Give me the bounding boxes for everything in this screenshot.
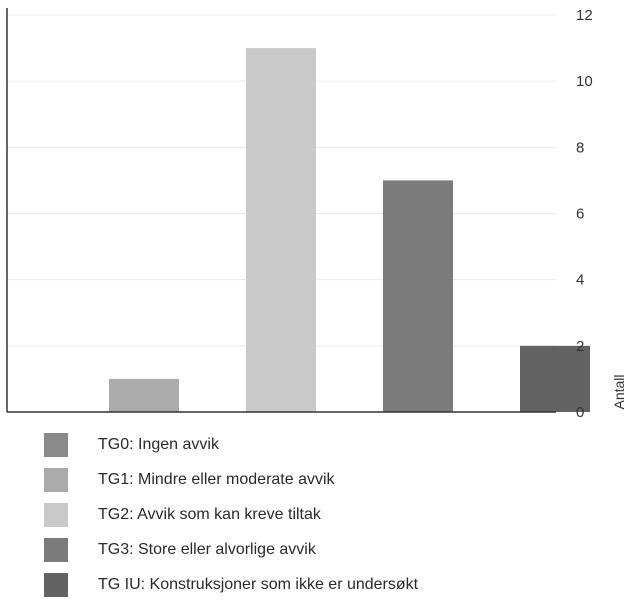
y-tick-label: 8 bbox=[576, 139, 584, 156]
legend-swatch bbox=[44, 468, 68, 492]
y-tick-labels: 0 2 4 6 8 10 12 bbox=[576, 7, 593, 421]
legend-label: TG2: Avvik som kan kreve tiltak bbox=[98, 506, 321, 523]
y-axis-title: Antall bbox=[611, 374, 627, 409]
legend-swatch bbox=[44, 573, 68, 597]
y-tick-label: 4 bbox=[576, 272, 584, 289]
y-tick-label: 0 bbox=[576, 404, 584, 421]
y-tick-label: 12 bbox=[576, 7, 593, 24]
y-tick-label: 10 bbox=[576, 73, 593, 90]
legend-label: TG IU: Konstruksjoner som ikke er unders… bbox=[98, 576, 419, 593]
legend-swatch bbox=[44, 503, 68, 527]
bar-chart: 0 2 4 6 8 10 12 Antall bbox=[6, 7, 627, 421]
y-tick-label: 6 bbox=[576, 206, 584, 223]
legend-item: TG IU: Konstruksjoner som ikke er unders… bbox=[44, 571, 604, 599]
bar-1 bbox=[109, 378, 179, 412]
legend-label: TG1: Mindre eller moderate avvik bbox=[98, 471, 335, 488]
legend-item: TG3: Store eller alvorlige avvik bbox=[44, 536, 604, 564]
legend-label: TG3: Store eller alvorlige avvik bbox=[98, 541, 316, 558]
bar-3 bbox=[383, 180, 453, 412]
legend-label: TG0: Ingen avvik bbox=[98, 436, 219, 453]
legend-swatch bbox=[44, 538, 68, 562]
legend: TG0: Ingen avvik TG1: Mindre eller modera… bbox=[44, 431, 604, 606]
legend-item: TG1: Mindre eller moderate avvik bbox=[44, 466, 604, 494]
legend-item: TG0: Ingen avvik bbox=[44, 431, 604, 459]
y-tick-label: 2 bbox=[576, 338, 584, 355]
bar-2 bbox=[246, 48, 316, 412]
legend-swatch bbox=[44, 433, 68, 457]
legend-item: TG2: Avvik som kan kreve tiltak bbox=[44, 501, 604, 529]
bars bbox=[109, 48, 590, 412]
bar-4 bbox=[520, 345, 590, 412]
